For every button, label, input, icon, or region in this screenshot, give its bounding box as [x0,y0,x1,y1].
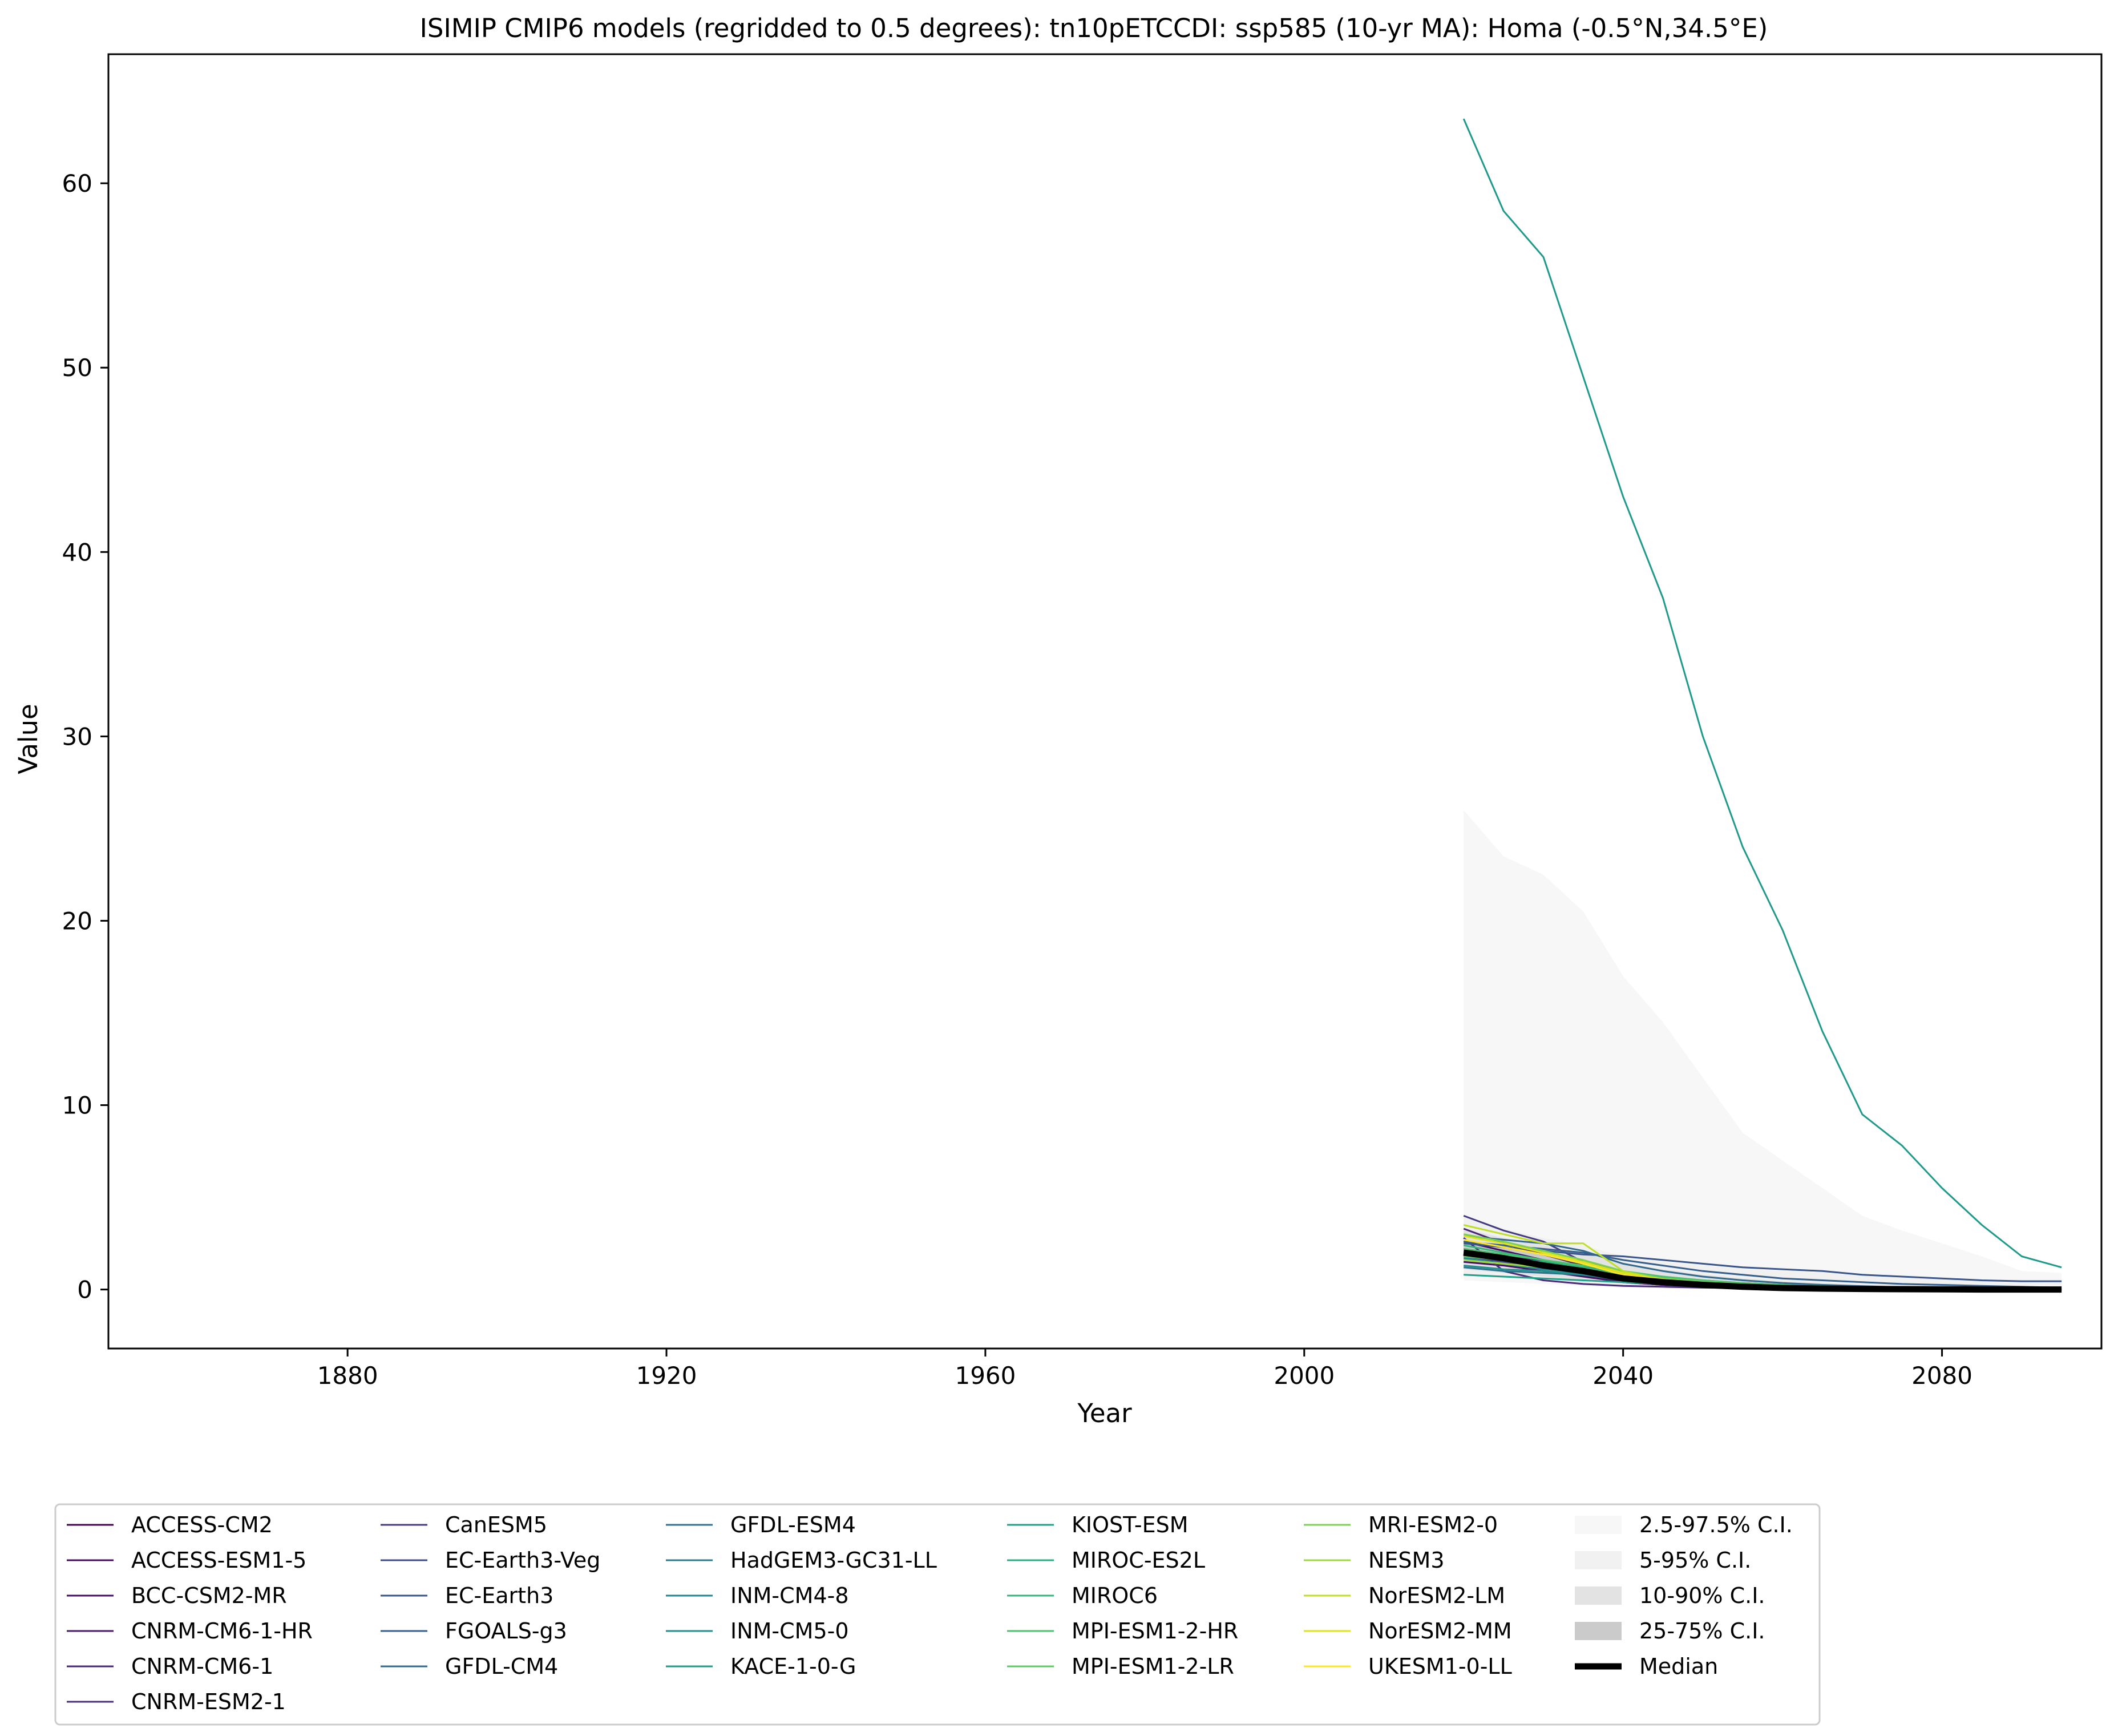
legend-label-24: NorESM2-MM [1368,1618,1512,1644]
legend-label-12: HadGEM3-GC31-LL [730,1548,937,1573]
series-line-8 [1464,1242,2062,1282]
legend-label-9: FGOALS-g3 [445,1618,567,1644]
legend-median-label: Median [1639,1654,1718,1679]
y-tick-label-0: 0 [77,1276,92,1304]
legend-band-label-0: 2.5-97.5% C.I. [1639,1512,1793,1537]
legend-label-5: CNRM-ESM2-1 [131,1689,286,1714]
legend-label-17: MIROC-ES2L [1072,1548,1205,1573]
legend-label-14: INM-CM5-0 [730,1618,849,1644]
legend-band-swatch-2 [1575,1586,1622,1605]
legend-label-19: MPI-ESM1-2-HR [1072,1618,1238,1644]
x-tick-label-2: 1960 [955,1362,1016,1390]
y-tick-label-4: 40 [62,538,92,566]
legend-label-4: CNRM-CM6-1 [131,1654,273,1679]
legend-band-label-2: 10-90% C.I. [1639,1583,1765,1608]
legend-label-11: GFDL-ESM4 [730,1512,856,1537]
legend-label-0: ACCESS-CM2 [131,1512,273,1537]
legend-label-1: ACCESS-ESM1-5 [131,1548,306,1573]
x-tick-label-4: 2040 [1592,1362,1654,1390]
legend-label-2: BCC-CSM2-MR [131,1583,287,1608]
y-tick-label-6: 60 [62,169,92,197]
legend-label-23: NorESM2-LM [1368,1583,1505,1608]
legend-band-swatch-1 [1575,1551,1622,1569]
legend: ACCESS-CM2 ACCESS-ESM1-5 BCC-CSM2-MR CNRM-C… [54,1503,1821,1726]
legend-band-swatch-3 [1575,1622,1622,1640]
legend-label-3: CNRM-CM6-1-HR [131,1618,313,1644]
legend-label-13: INM-CM4-8 [730,1583,849,1608]
chart-title: ISIMIP CMIP6 models (regridded to 0.5 de… [420,13,1768,43]
x-tick-label-0: 1880 [317,1362,378,1390]
legend-label-22: NESM3 [1368,1548,1445,1573]
legend-label-18: MIROC6 [1072,1583,1158,1608]
legend-items: ACCESS-CM2 ACCESS-ESM1-5 BCC-CSM2-MR CNRM-C… [67,1512,1793,1714]
legend-label-6: CanESM5 [445,1512,547,1537]
legend-label-10: GFDL-CM4 [445,1654,558,1679]
x-tick-label-1: 1920 [636,1362,697,1390]
plot-frame [107,53,2103,1350]
x-axis: 1880 1920 1960 2000 2040 2080 [317,1349,1972,1390]
series-line-9 [1464,1241,2062,1289]
band-0 [1464,810,2062,1290]
x-axis-title: Year [1077,1398,1132,1428]
x-tick-label-5: 2080 [1911,1362,1972,1390]
y-tick-label-2: 20 [62,907,92,935]
legend-band-label-3: 25-75% C.I. [1639,1618,1765,1644]
legend-band-label-1: 5-95% C.I. [1639,1548,1751,1573]
legend-frame [54,1503,1821,1726]
legend-label-16: KIOST-ESM [1072,1512,1189,1537]
legend-band-swatch-0 [1575,1516,1622,1534]
y-tick-label-3: 30 [62,722,92,750]
legend-label-8: EC-Earth3 [445,1583,553,1608]
y-tick-label-5: 50 [62,354,92,382]
legend-label-21: MRI-ESM2-0 [1368,1512,1498,1537]
series-line-15 [1462,118,2062,1269]
legend-label-20: MPI-ESM1-2-LR [1072,1654,1234,1679]
legend-label-25: UKESM1-0-LL [1368,1654,1512,1679]
plot-area [1462,118,2062,1293]
y-axis-title: Value [13,704,43,774]
x-tick-label-3: 2000 [1274,1362,1335,1390]
y-axis: 0 10 20 30 40 50 60 [62,169,108,1304]
median-line [1463,1249,2062,1293]
y-tick-label-1: 10 [62,1092,92,1120]
legend-label-15: KACE-1-0-G [730,1654,856,1679]
legend-label-7: EC-Earth3-Veg [445,1548,600,1573]
